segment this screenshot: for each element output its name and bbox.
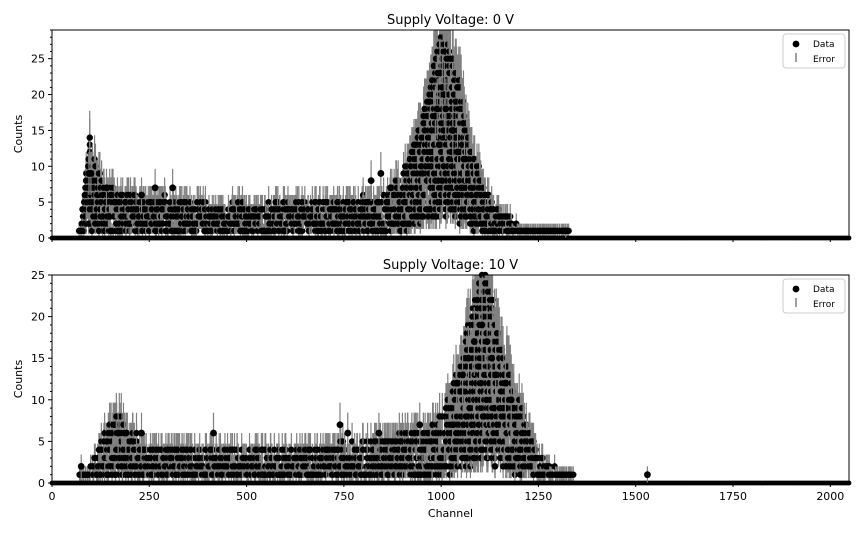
data-point [387, 184, 394, 191]
legend-label-error: Error [813, 55, 835, 65]
data-point [507, 213, 513, 219]
legend-label-data: Data [813, 40, 835, 50]
legend: Data Error [783, 34, 845, 68]
y-axis-label: Counts [12, 360, 25, 399]
data-point [377, 170, 384, 177]
data-point [461, 156, 468, 163]
data-point [299, 228, 305, 234]
y-tick-label: 10 [31, 160, 45, 173]
x-axis-label: Channel [428, 507, 473, 520]
data-point [192, 228, 198, 234]
data-point [88, 170, 95, 177]
chart-panel-1: Supply Voltage: 0 V Counts 0 5 10 15 20 25 Data E… [12, 13, 851, 245]
data-point [454, 149, 461, 156]
data-point [442, 105, 449, 112]
data-point [562, 227, 569, 234]
y-tick-label: 15 [31, 124, 45, 137]
data-point [290, 228, 296, 234]
y-tick-label: 25 [31, 53, 45, 66]
y-tick-label: 5 [38, 196, 45, 209]
chart-title: Supply Voltage: 0 V [387, 13, 514, 28]
data-series [50, 272, 852, 486]
chart-title: Supply Voltage: 10 V [383, 258, 518, 273]
data-point [449, 127, 456, 134]
data-point [138, 192, 145, 199]
data-point [103, 184, 110, 191]
data-point [152, 184, 159, 191]
data-point [441, 91, 448, 98]
data-series [50, 30, 852, 240]
y-tick-label: 20 [31, 89, 45, 102]
data-point [87, 134, 93, 140]
data-point [368, 177, 375, 184]
chart-panel-2: Supply Voltage: 10 VCountsChannel0510152… [12, 258, 851, 520]
data-point [169, 184, 176, 191]
y-axis-label: Counts [12, 115, 25, 154]
legend-marker-data [793, 41, 800, 48]
y-tick-label: 0 [38, 232, 45, 245]
